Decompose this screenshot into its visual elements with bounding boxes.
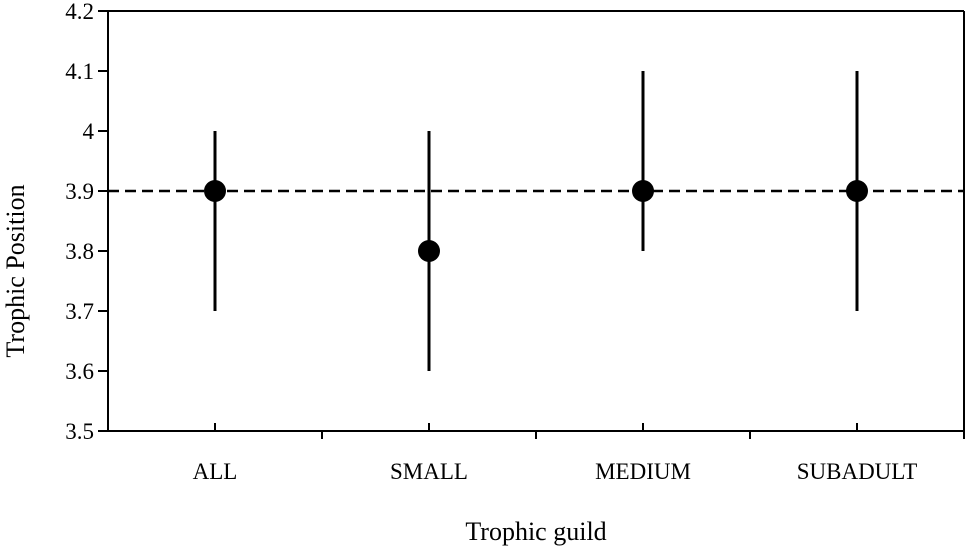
data-point	[204, 180, 226, 202]
data-point	[846, 180, 868, 202]
y-tick-label: 3.6	[65, 359, 94, 384]
y-tick-label: 3.5	[65, 419, 94, 444]
data-points	[204, 180, 868, 262]
y-tick-label: 4.2	[65, 0, 94, 24]
plot-frame	[107, 10, 965, 432]
x-ticks: ALL SMALL MEDIUM SUBADULT	[193, 423, 965, 484]
y-axis-title: Trophic Position	[1, 184, 30, 357]
y-tick-label: 4	[83, 119, 95, 144]
y-ticks: 3.5 3.6 3.7 3.8 3.9 4 4.1 4.2	[65, 0, 108, 444]
y-tick-label: 3.9	[65, 179, 94, 204]
y-tick-label: 3.8	[65, 239, 94, 264]
y-tick-label: 4.1	[65, 59, 94, 84]
x-axis-title: Trophic guild	[465, 517, 606, 546]
x-category-label: ALL	[193, 459, 238, 484]
x-category-label: MEDIUM	[595, 459, 691, 484]
y-tick-label: 3.7	[65, 299, 94, 324]
data-point	[632, 180, 654, 202]
data-point	[418, 240, 440, 262]
error-bars	[213, 71, 859, 371]
x-category-label: SMALL	[390, 459, 468, 484]
x-category-label: SUBADULT	[797, 459, 918, 484]
